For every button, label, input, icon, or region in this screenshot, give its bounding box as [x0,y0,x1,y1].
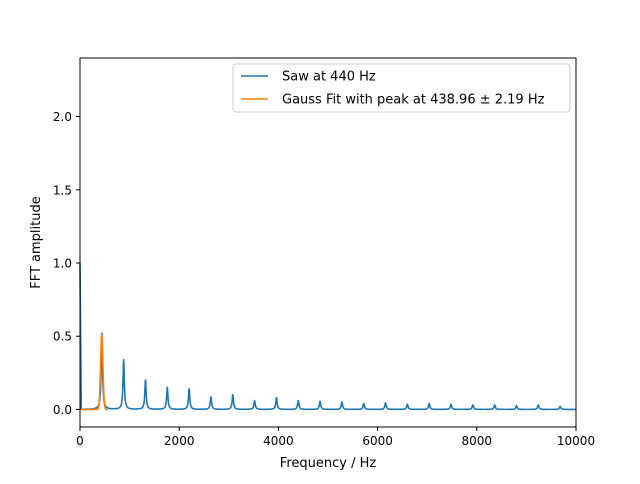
y-tick-label: 1.5 [53,183,72,197]
x-tick-label: 0 [76,434,84,448]
legend-label-saw: Saw at 440 Hz [282,70,376,85]
x-tick-label: 10000 [557,434,595,448]
plot-lines [79,262,577,411]
series-line-gauss-fit [79,334,109,411]
y-tick-label: 0.0 [53,403,72,417]
x-axis-label: Frequency / Hz [280,456,377,471]
y-axis-label: FFT amplitude [29,196,44,289]
x-tick-label: 2000 [164,434,195,448]
y-tick-label: 0.5 [53,330,72,344]
legend-box [232,63,571,113]
series-line-saw [79,262,577,411]
legend: Saw at 440 Hz Gauss Fit with peak at 438… [232,63,571,113]
axes-frame [79,57,577,428]
y-tick-label: 1.0 [53,257,72,271]
x-tick-label: 4000 [263,434,294,448]
legend-label-gauss: Gauss Fit with peak at 438.96 ± 2.19 Hz [282,93,545,108]
x-tick-label: 8000 [462,434,493,448]
x-tick-label: 6000 [362,434,393,448]
y-tick-label: 2.0 [53,110,72,124]
x-axis-ticks: 0 2000 4000 6000 8000 10000 [76,427,595,448]
y-axis-ticks: 0.0 0.5 1.0 1.5 2.0 [53,110,80,417]
